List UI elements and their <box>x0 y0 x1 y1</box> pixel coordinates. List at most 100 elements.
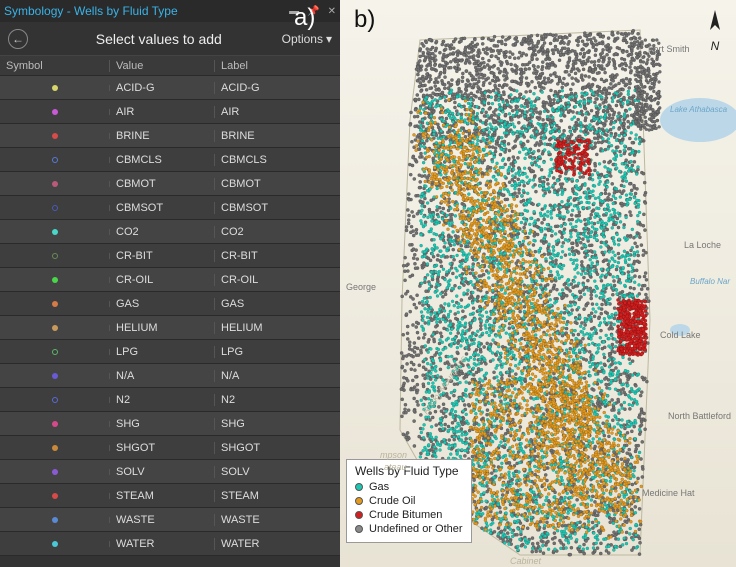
table-row[interactable]: CR-OILCR-OIL <box>0 268 340 292</box>
symbol-swatch <box>52 157 58 163</box>
value-cell[interactable]: CBMSOT <box>110 202 215 214</box>
table-row[interactable]: HELIUMHELIUM <box>0 316 340 340</box>
value-cell[interactable]: CO2 <box>110 226 215 238</box>
legend-label: Gas <box>369 480 389 494</box>
value-cell[interactable]: CR-OIL <box>110 274 215 286</box>
symbol-cell[interactable] <box>0 157 110 163</box>
symbol-cell[interactable] <box>0 373 110 379</box>
symbol-cell[interactable] <box>0 517 110 523</box>
table-row[interactable]: AIRAIR <box>0 100 340 124</box>
table-row[interactable]: N2N2 <box>0 388 340 412</box>
symbol-swatch <box>52 301 58 307</box>
value-cell[interactable]: CBMOT <box>110 178 215 190</box>
symbol-cell[interactable] <box>0 445 110 451</box>
symbol-cell[interactable] <box>0 181 110 187</box>
label-cell[interactable]: SHGOT <box>215 442 340 454</box>
label-cell[interactable]: WASTE <box>215 514 340 526</box>
value-cell[interactable]: SHG <box>110 418 215 430</box>
label-cell[interactable]: N2 <box>215 394 340 406</box>
map-panel: b) N Wells by Fluid Type GasCrude OilCru… <box>340 0 736 567</box>
table-row[interactable]: WATERWATER <box>0 532 340 556</box>
table-row[interactable]: BRINEBRINE <box>0 124 340 148</box>
col-header-value[interactable]: Value <box>110 60 215 72</box>
label-cell[interactable]: SOLV <box>215 466 340 478</box>
table-row[interactable]: GASGAS <box>0 292 340 316</box>
table-row[interactable]: STEAMSTEAM <box>0 484 340 508</box>
symbol-swatch <box>52 541 58 547</box>
table-row[interactable]: CBMOTCBMOT <box>0 172 340 196</box>
symbol-cell[interactable] <box>0 229 110 235</box>
table-row[interactable]: N/AN/A <box>0 364 340 388</box>
legend-label: Crude Bitumen <box>369 508 442 522</box>
value-cell[interactable]: BRINE <box>110 130 215 142</box>
label-cell[interactable]: ACID-G <box>215 82 340 94</box>
label-cell[interactable]: CO2 <box>215 226 340 238</box>
label-cell[interactable]: CBMOT <box>215 178 340 190</box>
value-cell[interactable]: N/A <box>110 370 215 382</box>
label-cell[interactable]: CBMCLS <box>215 154 340 166</box>
value-cell[interactable]: WATER <box>110 538 215 550</box>
symbol-cell[interactable] <box>0 325 110 331</box>
value-cell[interactable]: CBMCLS <box>110 154 215 166</box>
col-header-symbol[interactable]: Symbol <box>0 60 110 72</box>
symbol-swatch <box>52 85 58 91</box>
legend-title: Wells by Fluid Type <box>355 464 463 478</box>
legend-label: Undefined or Other <box>369 522 463 536</box>
value-cell[interactable]: ACID-G <box>110 82 215 94</box>
table-row[interactable]: SHGOTSHGOT <box>0 436 340 460</box>
table-row[interactable]: SOLVSOLV <box>0 460 340 484</box>
city-label: Medicine Hat <box>642 488 695 498</box>
symbol-cell[interactable] <box>0 253 110 259</box>
symbol-cell[interactable] <box>0 277 110 283</box>
label-cell[interactable]: CR-BIT <box>215 250 340 262</box>
value-cell[interactable]: SOLV <box>110 466 215 478</box>
value-cell[interactable]: N2 <box>110 394 215 406</box>
options-dropdown[interactable]: Options ▾ <box>282 32 332 46</box>
symbol-cell[interactable] <box>0 301 110 307</box>
label-cell[interactable]: WATER <box>215 538 340 550</box>
value-cell[interactable]: LPG <box>110 346 215 358</box>
table-row[interactable]: LPGLPG <box>0 340 340 364</box>
label-cell[interactable]: CBMSOT <box>215 202 340 214</box>
col-header-label[interactable]: Label <box>215 60 340 72</box>
symbol-cell[interactable] <box>0 85 110 91</box>
label-cell[interactable]: STEAM <box>215 490 340 502</box>
value-cell[interactable]: GAS <box>110 298 215 310</box>
table-row[interactable]: SHGSHG <box>0 412 340 436</box>
symbol-cell[interactable] <box>0 421 110 427</box>
close-icon[interactable]: ✕ <box>328 6 336 17</box>
symbol-cell[interactable] <box>0 205 110 211</box>
symbol-cell[interactable] <box>0 469 110 475</box>
value-cell[interactable]: CR-BIT <box>110 250 215 262</box>
table-row[interactable]: CO2CO2 <box>0 220 340 244</box>
label-cell[interactable]: N/A <box>215 370 340 382</box>
symbol-swatch <box>52 253 58 259</box>
symbol-swatch <box>52 133 58 139</box>
terrain-label: ateau <box>384 462 407 472</box>
symbol-cell[interactable] <box>0 349 110 355</box>
label-cell[interactable]: BRINE <box>215 130 340 142</box>
value-cell[interactable]: WASTE <box>110 514 215 526</box>
back-button[interactable]: ← <box>8 29 28 49</box>
label-cell[interactable]: CR-OIL <box>215 274 340 286</box>
symbol-cell[interactable] <box>0 109 110 115</box>
symbol-cell[interactable] <box>0 493 110 499</box>
table-row[interactable]: CBMCLSCBMCLS <box>0 148 340 172</box>
table-row[interactable]: CR-BITCR-BIT <box>0 244 340 268</box>
value-cell[interactable]: SHGOT <box>110 442 215 454</box>
table-row[interactable]: CBMSOTCBMSOT <box>0 196 340 220</box>
table-row[interactable]: WASTEWASTE <box>0 508 340 532</box>
label-cell[interactable]: HELIUM <box>215 322 340 334</box>
symbol-cell[interactable] <box>0 541 110 547</box>
value-cell[interactable]: HELIUM <box>110 322 215 334</box>
label-cell[interactable]: AIR <box>215 106 340 118</box>
table-row[interactable]: ACID-GACID-G <box>0 76 340 100</box>
label-cell[interactable]: GAS <box>215 298 340 310</box>
symbol-cell[interactable] <box>0 397 110 403</box>
value-cell[interactable]: AIR <box>110 106 215 118</box>
value-cell[interactable]: STEAM <box>110 490 215 502</box>
label-cell[interactable]: SHG <box>215 418 340 430</box>
label-cell[interactable]: LPG <box>215 346 340 358</box>
symbol-cell[interactable] <box>0 133 110 139</box>
terrain-label: mpson <box>380 450 407 460</box>
